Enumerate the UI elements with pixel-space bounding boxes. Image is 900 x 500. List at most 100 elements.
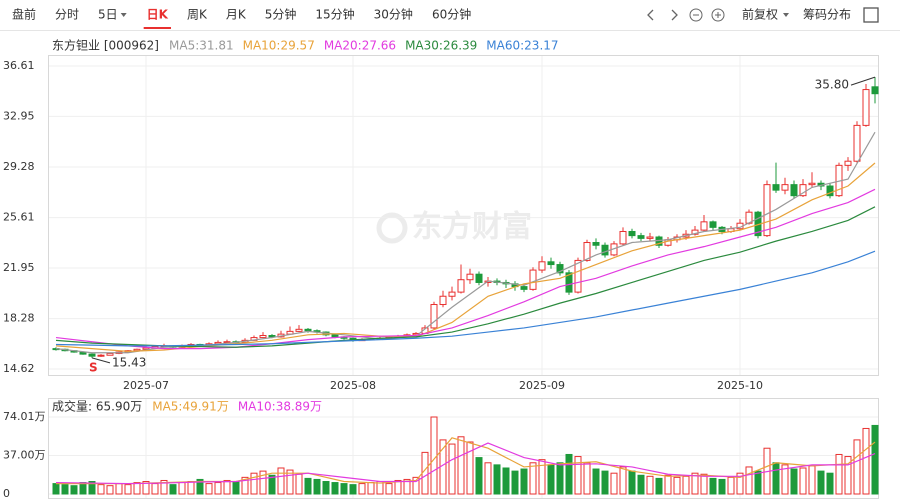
candle-body: [583, 242, 591, 261]
volume-bar: [556, 462, 564, 495]
volume-bar: [214, 482, 222, 495]
candle-body: [871, 86, 879, 95]
candle-body: [763, 184, 771, 237]
tab[interactable]: 30分钟: [374, 7, 413, 22]
volume-bar: [799, 467, 807, 495]
tab[interactable]: 日K: [147, 8, 169, 22]
volume-bar: [709, 477, 717, 495]
candle-body: [520, 286, 528, 290]
y-tick-label: 74.01万: [3, 410, 46, 423]
ma-line: [55, 206, 876, 348]
volume-bar: [232, 481, 240, 495]
y-tick-label: 37.00万: [3, 449, 46, 462]
volume-bar: [88, 481, 96, 495]
tab[interactable]: 月K: [226, 8, 247, 22]
prev-icon[interactable]: [647, 9, 654, 21]
candle-body: [466, 273, 474, 281]
volume-bar: [619, 466, 627, 495]
volume-bar: [700, 473, 708, 495]
x-tick-label: 2025-08: [330, 379, 376, 392]
volume-bar: [835, 453, 843, 495]
volume-bar: [691, 472, 699, 495]
candle-body: [844, 160, 852, 166]
volume-bar: [637, 474, 645, 495]
volume-bar: [448, 443, 456, 495]
volume-bar: [844, 456, 852, 495]
candle-body: [691, 229, 699, 235]
volume-bar: [403, 478, 411, 495]
annotation-leader: [91, 357, 111, 364]
volume-bar: [718, 478, 726, 495]
ma-line: [55, 442, 876, 485]
candle-body: [457, 279, 465, 293]
ma-line: [55, 162, 876, 352]
volume-bar: [295, 473, 303, 495]
y-tick-label: 32.95: [3, 109, 35, 122]
legend-entry: MA60:23.17: [486, 39, 558, 53]
y-tick-label: 0: [3, 487, 10, 500]
candle-body: [304, 328, 312, 332]
volume-bar: [115, 483, 123, 495]
volume-bar: [385, 483, 393, 495]
next-icon[interactable]: [671, 9, 678, 21]
volume-bar: [142, 481, 150, 495]
tab[interactable]: 盘前: [12, 7, 36, 22]
candle-body: [709, 221, 717, 228]
volume-bar: [160, 479, 168, 495]
candle-body: [88, 353, 96, 357]
annotation-label: 15.43: [112, 355, 146, 369]
volume-bar: [745, 466, 753, 495]
volume-bar: [205, 483, 213, 495]
candle-body: [628, 230, 636, 237]
volume-bar: [124, 484, 132, 495]
volume-bar: [574, 456, 582, 495]
fullscreen-icon[interactable]: [863, 7, 879, 23]
volume-bar: [277, 467, 285, 495]
volume-bar: [313, 478, 321, 495]
volume-bar: [502, 467, 510, 495]
volume-bar: [151, 483, 159, 495]
legend-entry: MA10:29.57: [243, 39, 315, 53]
tab[interactable]: 分时: [55, 8, 79, 22]
annotation-label: 35.80: [815, 78, 849, 92]
volume-bar: [862, 427, 870, 495]
dropdown-arrow: [783, 13, 789, 17]
y-tick-label: 29.28: [3, 160, 35, 173]
candle-body: [538, 261, 546, 271]
candle-body: [592, 242, 600, 246]
candle-body: [295, 328, 303, 332]
tab[interactable]: 15分钟: [315, 7, 354, 22]
volume-bar: [268, 474, 276, 495]
volume-bar: [412, 476, 420, 495]
candle-body: [601, 244, 609, 256]
y-tick-label: 21.95: [3, 261, 35, 274]
tab[interactable]: 5分钟: [265, 7, 297, 22]
candle-body: [637, 235, 645, 239]
tab[interactable]: 5日: [98, 8, 118, 22]
candle-body: [790, 184, 798, 197]
volume-bar: [736, 472, 744, 495]
candle-body: [808, 182, 816, 186]
tab[interactable]: 60分钟: [432, 7, 471, 22]
volume-bar: [250, 472, 258, 495]
volume-bar: [628, 470, 636, 495]
tab[interactable]: 周K: [187, 8, 208, 22]
volume-bar: [286, 469, 294, 495]
volume-bar: [646, 475, 654, 495]
zoom-out-icon[interactable]: [689, 8, 703, 22]
chip-distribution[interactable]: 筹码分布: [803, 8, 851, 22]
legend-entry: MA10:38.89万: [238, 400, 322, 414]
volume-bar: [106, 485, 114, 495]
volume-bar: [592, 468, 600, 495]
adjust-dropdown[interactable]: 前复权: [742, 7, 778, 22]
volume-bar: [493, 464, 501, 495]
legend-entry: MA30:26.39: [405, 39, 477, 53]
candle-body: [646, 236, 654, 239]
volume-bar: [565, 453, 573, 495]
zoom-in-icon[interactable]: [711, 8, 725, 22]
volume-bar: [610, 472, 618, 495]
legend-entry: MA5:31.81: [169, 39, 234, 53]
candle-body: [619, 230, 627, 245]
volume-bar: [169, 484, 177, 495]
candle-body: [826, 185, 834, 197]
